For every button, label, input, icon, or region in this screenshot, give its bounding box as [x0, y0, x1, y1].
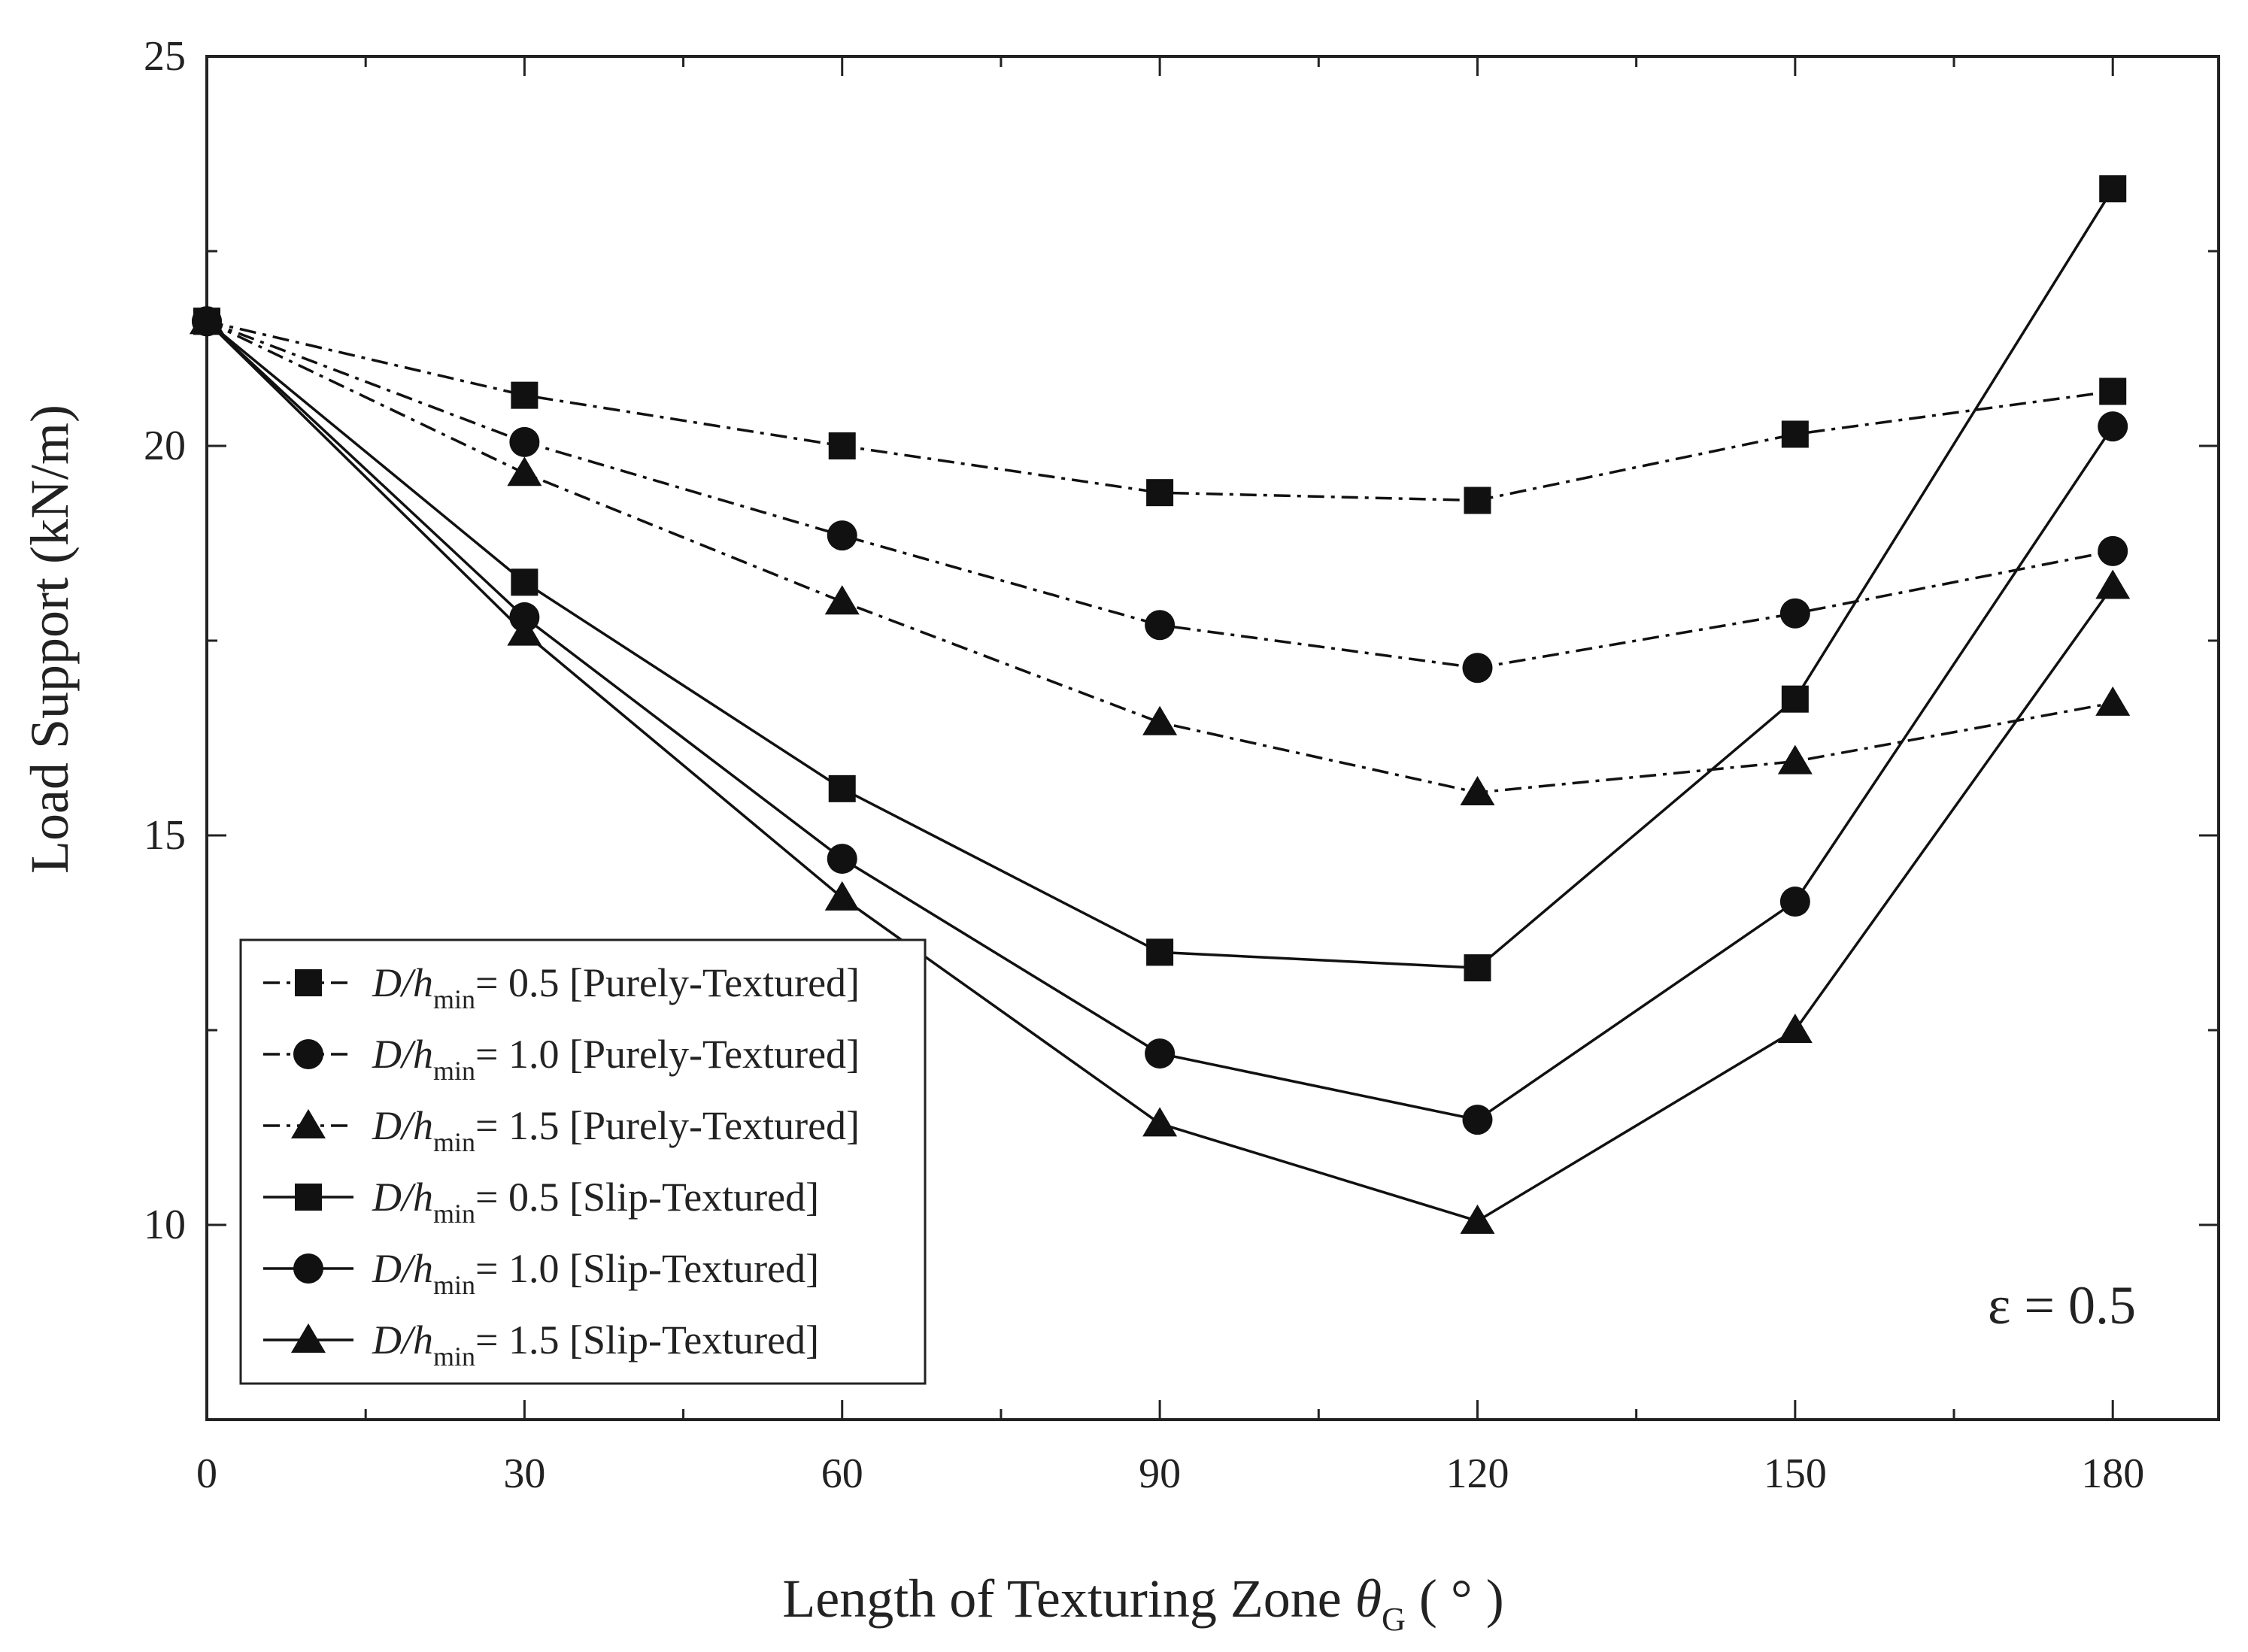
series-1	[193, 308, 2127, 514]
data-point	[828, 432, 856, 459]
legend-swatch-marker	[295, 1184, 322, 1211]
legend-label: D/hmin= 1.0 [Slip-Textured]	[372, 1246, 819, 1300]
legend-item: D/hmin= 1.0 [Slip-Textured]	[263, 1246, 819, 1300]
data-point	[1779, 598, 1810, 629]
series-layer	[190, 175, 2131, 1234]
y-axis-title: Load Support (kN/m)	[20, 405, 80, 874]
data-point	[828, 774, 856, 802]
data-point	[2098, 535, 2128, 566]
data-point	[1777, 744, 1813, 774]
data-point	[2099, 377, 2127, 405]
x-axis-title: Length of Texturing Zone θG ( ° )	[782, 1569, 1503, 1638]
data-point	[2099, 175, 2127, 203]
data-point	[190, 305, 224, 335]
x-tick-label: 0	[196, 1450, 217, 1497]
x-axis-title-unit: ( ° )	[1406, 1569, 1504, 1629]
legend-swatch-marker	[291, 1109, 326, 1138]
y-tick-label: 15	[144, 812, 186, 859]
plot-frame	[205, 55, 2220, 1421]
legend-item: D/hmin= 0.5 [Slip-Textured]	[263, 1175, 819, 1229]
data-point	[827, 844, 857, 874]
data-point	[827, 520, 857, 551]
legend-item: D/hmin= 0.5 [Purely-Textured]	[263, 960, 860, 1014]
data-point	[824, 585, 860, 615]
data-point	[1460, 776, 1495, 806]
data-point	[1777, 1014, 1813, 1043]
x-axis-title-symbol: θ	[1355, 1569, 1382, 1629]
legend-item: D/hmin= 1.0 [Purely-Textured]	[263, 1032, 860, 1086]
legend-label: D/hmin= 0.5 [Slip-Textured]	[372, 1175, 819, 1229]
data-point	[1145, 1038, 1176, 1069]
data-point	[1779, 887, 1810, 917]
y-tick-label: 25	[144, 33, 186, 80]
legend-swatch-marker	[293, 1253, 323, 1284]
data-point	[2095, 569, 2131, 599]
data-point	[1781, 685, 1809, 713]
x-axis-title-subscript: G	[1382, 1601, 1406, 1638]
data-point	[2095, 686, 2131, 716]
series-3	[190, 305, 2131, 806]
data-point	[511, 381, 538, 409]
data-point	[507, 616, 542, 646]
epsilon-annotation: ε = 0.5	[1988, 1275, 2136, 1335]
legend-item: D/hmin= 1.5 [Purely-Textured]	[263, 1103, 860, 1157]
legend-label: D/hmin= 1.5 [Purely-Textured]	[372, 1103, 860, 1157]
axes: 0 30 60 90 120 150 180 10 15 20 25	[144, 33, 2220, 1497]
x-tick-label: 90	[1139, 1450, 1181, 1497]
legend-swatch-marker	[293, 1039, 323, 1069]
data-point	[507, 456, 542, 487]
x-tick-label: 60	[821, 1450, 863, 1497]
x-tick-label: 180	[2081, 1450, 2144, 1497]
legend-box	[239, 938, 927, 1385]
data-point	[1460, 1204, 1495, 1234]
data-point	[1145, 610, 1176, 641]
data-point	[1462, 653, 1493, 684]
y-tick-label: 10	[144, 1202, 186, 1248]
x-tick-label: 120	[1446, 1450, 1509, 1497]
data-point	[1464, 954, 1491, 982]
legend-label: D/hmin= 1.0 [Purely-Textured]	[372, 1032, 860, 1086]
data-point	[1146, 938, 1174, 966]
series-line	[206, 320, 2113, 502]
legend-swatch-marker	[295, 969, 322, 996]
y-tick-label: 20	[144, 423, 186, 469]
data-point	[1464, 487, 1491, 514]
data-point	[1142, 1107, 1178, 1137]
x-tick-label: 150	[1764, 1450, 1827, 1497]
data-point	[511, 568, 538, 596]
series-6	[190, 305, 2131, 1234]
legend-swatch-marker	[291, 1323, 326, 1353]
data-point	[1462, 1105, 1493, 1135]
data-point	[509, 426, 540, 457]
x-tick-label: 30	[503, 1450, 545, 1497]
data-point	[2098, 411, 2128, 442]
legend-label: D/hmin= 0.5 [Purely-Textured]	[372, 960, 860, 1014]
legend-item: D/hmin= 1.5 [Slip-Textured]	[263, 1317, 819, 1372]
legend: D/hmin= 0.5 [Purely-Textured] D/hmin= 1.0…	[239, 938, 927, 1385]
data-point	[1781, 420, 1809, 448]
data-point	[824, 881, 860, 911]
legend-label: D/hmin= 1.5 [Slip-Textured]	[372, 1317, 819, 1372]
data-point	[1142, 705, 1178, 735]
x-axis-title-main: Length of Texturing Zone	[782, 1569, 1355, 1629]
series-line	[205, 188, 2114, 969]
data-point	[1146, 479, 1174, 507]
